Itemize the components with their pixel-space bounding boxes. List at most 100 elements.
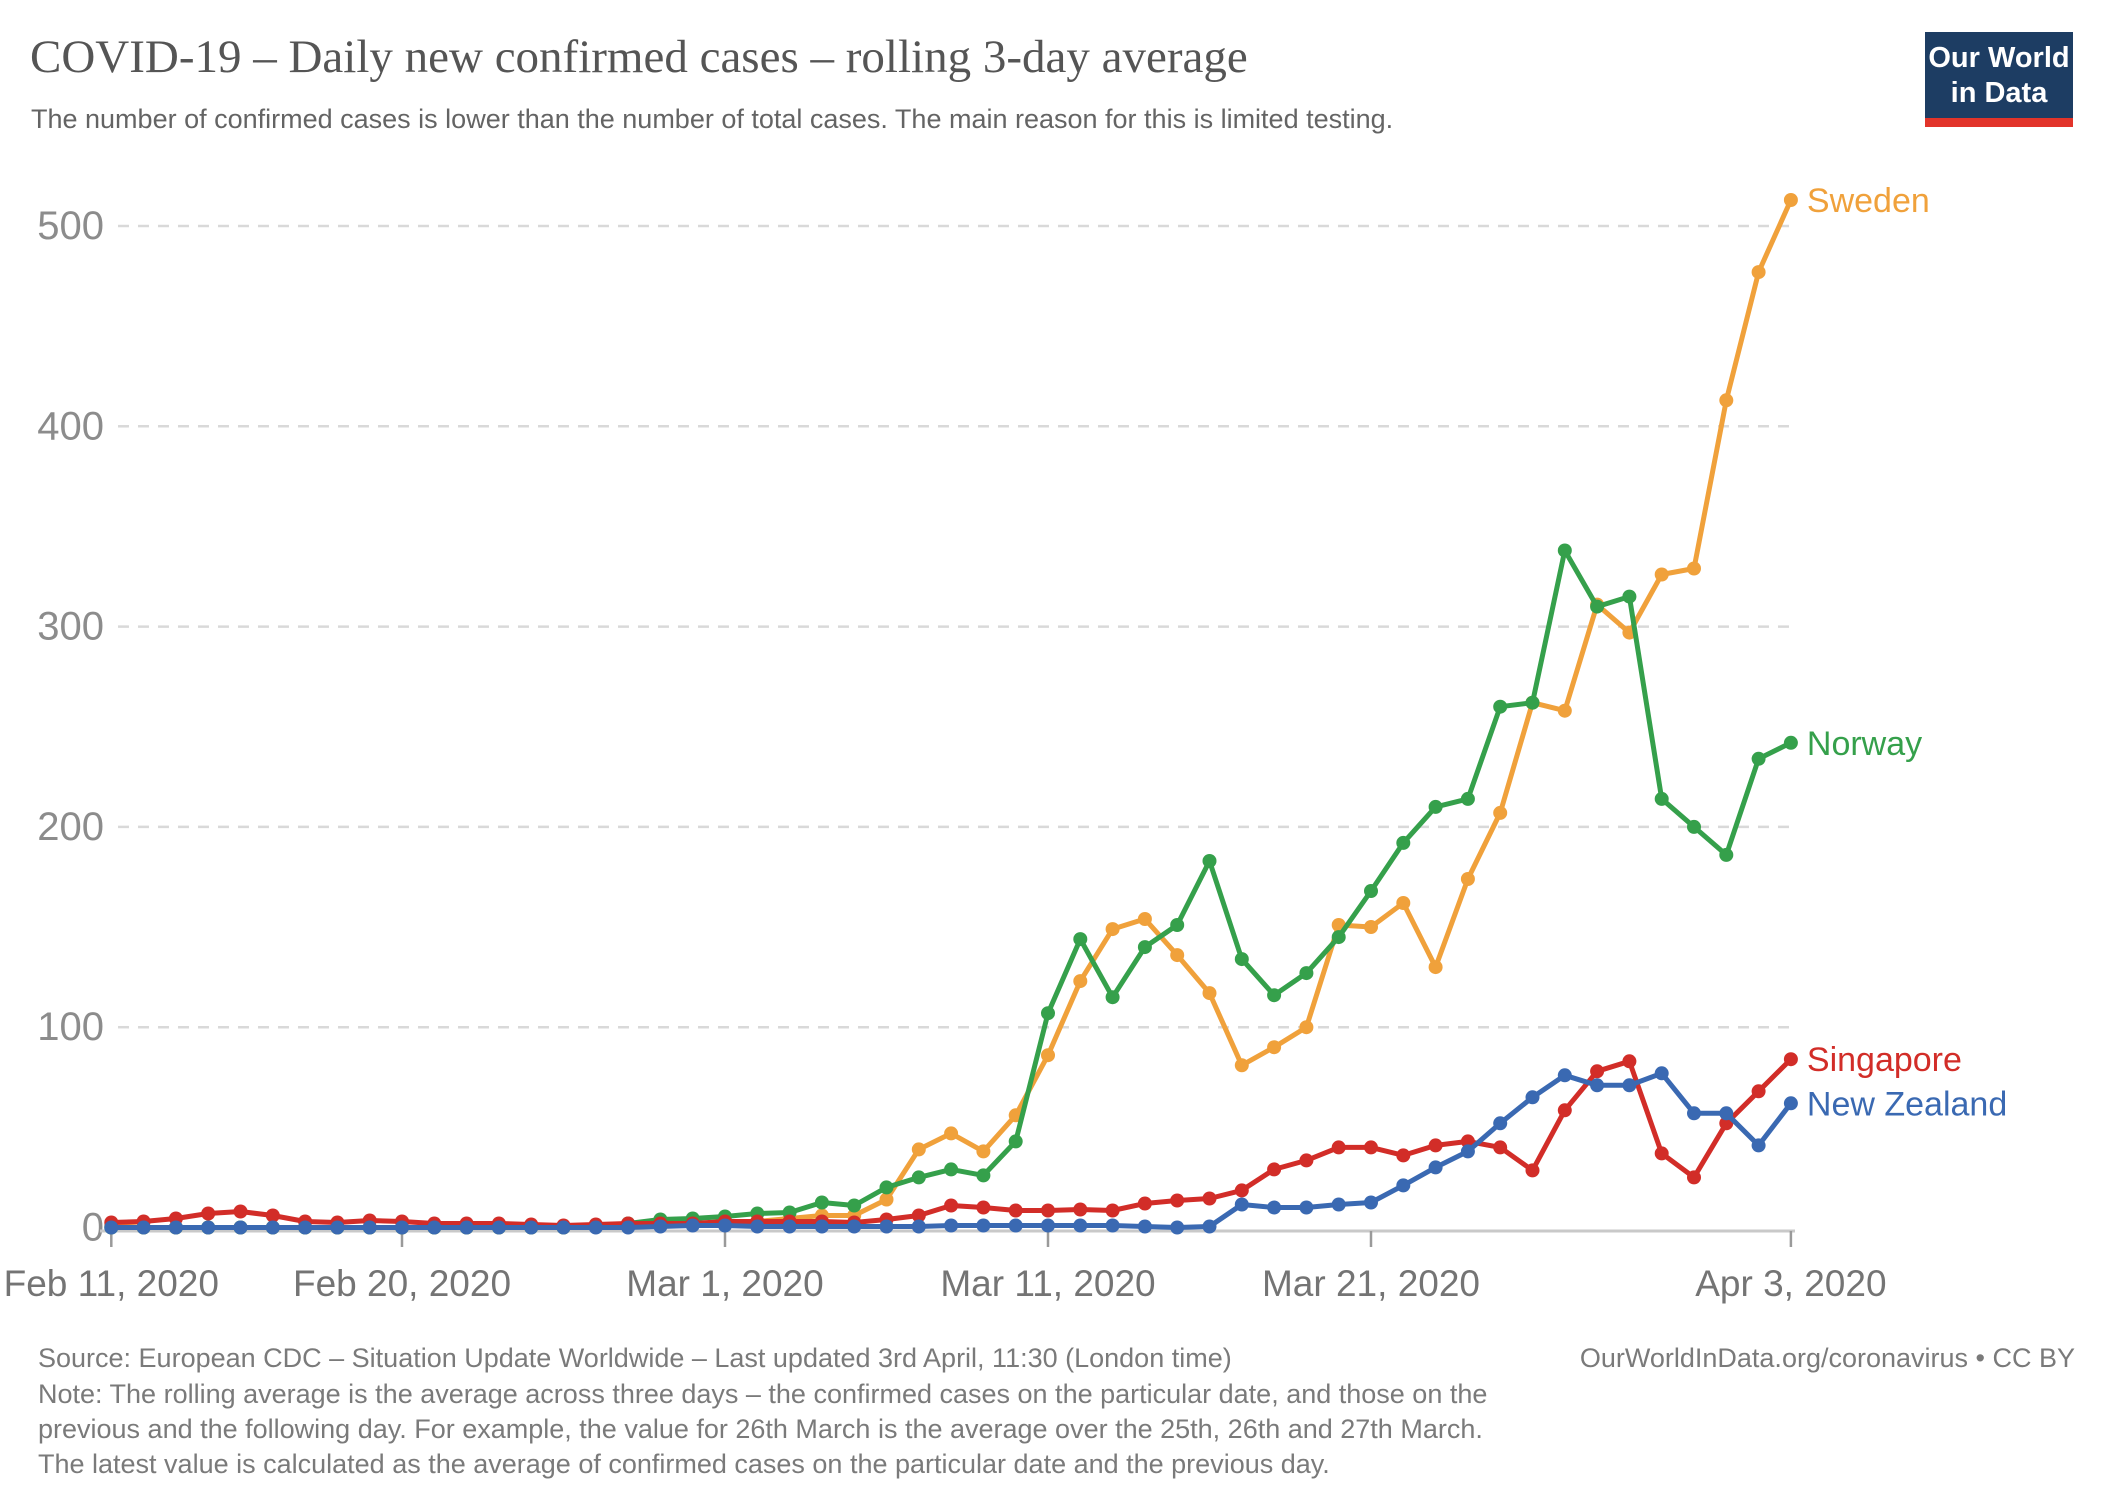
data-point-singapore [1299, 1153, 1314, 1168]
data-point-sweden [1783, 193, 1798, 207]
series-end-label-norway: Norway [1807, 725, 1922, 763]
data-point-new-zealand [1557, 1068, 1572, 1083]
data-point-new-zealand [685, 1218, 700, 1233]
data-point-new-zealand [976, 1218, 991, 1233]
x-axis-tick-label: Mar 11, 2020 [940, 1263, 1155, 1304]
data-point-singapore [1331, 1140, 1346, 1155]
data-point-new-zealand [621, 1220, 636, 1235]
data-point-singapore [1396, 1148, 1411, 1163]
data-point-new-zealand [491, 1220, 506, 1235]
data-point-sweden [1202, 986, 1217, 1001]
data-point-new-zealand [1073, 1218, 1088, 1233]
data-point-sweden [1428, 960, 1443, 975]
source-text: Source: European CDC – Situation Update … [38, 1343, 1232, 1373]
data-point-new-zealand [556, 1220, 571, 1235]
data-point-new-zealand [1493, 1116, 1508, 1131]
data-point-singapore [1493, 1140, 1508, 1155]
chart-footer: Source: European CDC – Situation Update … [38, 1341, 2075, 1482]
data-point-norway [1299, 966, 1314, 981]
data-point-new-zealand [847, 1219, 862, 1234]
data-point-singapore [1041, 1203, 1055, 1218]
data-point-new-zealand [1267, 1200, 1282, 1215]
data-point-norway [1654, 791, 1669, 806]
data-point-norway [1170, 918, 1185, 932]
data-point-singapore [944, 1198, 959, 1213]
data-point-singapore [1687, 1170, 1701, 1185]
owid-logo[interactable]: Our World in Data [1925, 32, 2073, 127]
data-point-sweden [879, 1192, 894, 1207]
data-point-singapore [1364, 1140, 1378, 1155]
data-point-sweden [911, 1142, 926, 1157]
data-point-singapore [911, 1208, 926, 1223]
data-point-sweden [1234, 1058, 1249, 1073]
data-point-singapore [1557, 1103, 1572, 1118]
data-point-singapore [1783, 1052, 1798, 1067]
data-point-new-zealand [1525, 1090, 1540, 1105]
data-point-new-zealand [1137, 1219, 1152, 1234]
data-point-new-zealand [201, 1220, 216, 1235]
license-text: OurWorldInData.org/coronavirus • CC BY [1579, 1343, 2075, 1373]
data-point-singapore [1654, 1146, 1669, 1161]
y-axis-tick-label: 300 [37, 605, 104, 649]
data-point-new-zealand [330, 1220, 345, 1235]
y-axis-tick-label: 400 [37, 404, 104, 448]
data-point-singapore [1267, 1162, 1282, 1177]
data-point-new-zealand [944, 1218, 959, 1233]
data-point-sweden [1396, 896, 1411, 910]
data-point-sweden [1654, 567, 1669, 582]
data-point-new-zealand [879, 1219, 894, 1234]
data-point-new-zealand [459, 1220, 474, 1235]
data-point-norway [1396, 835, 1411, 850]
data-point-new-zealand [588, 1220, 603, 1235]
data-point-norway [1719, 847, 1734, 862]
data-point-norway [944, 1162, 959, 1177]
data-point-new-zealand [1170, 1220, 1185, 1235]
data-point-norway [1557, 543, 1572, 558]
data-point-norway [1622, 589, 1637, 604]
data-point-sweden [1073, 974, 1088, 989]
data-point-new-zealand [427, 1220, 442, 1235]
data-point-singapore [1751, 1084, 1766, 1099]
data-point-norway [1073, 932, 1088, 947]
data-point-sweden [1170, 948, 1185, 963]
data-point-singapore [1105, 1203, 1120, 1218]
x-axis-tick-label: Feb 11, 2020 [4, 1263, 219, 1304]
y-axis-tick-label: 500 [37, 204, 104, 248]
data-point-norway [1267, 988, 1282, 1003]
data-point-singapore [1137, 1196, 1152, 1211]
data-point-new-zealand [233, 1220, 248, 1235]
data-point-singapore [1525, 1163, 1540, 1178]
data-point-new-zealand [1202, 1219, 1217, 1234]
data-point-new-zealand [814, 1219, 829, 1234]
y-axis-tick-label: 100 [37, 1005, 104, 1049]
x-axis-tick-label: Apr 3, 2020 [1695, 1263, 1886, 1304]
data-point-norway [976, 1168, 991, 1183]
data-point-sweden [1105, 922, 1120, 937]
data-point-norway [1137, 940, 1152, 955]
data-point-sweden [1299, 1020, 1314, 1035]
data-point-singapore [1202, 1191, 1217, 1206]
data-point-new-zealand [718, 1218, 732, 1233]
data-point-norway [814, 1195, 829, 1210]
data-point-singapore [1590, 1064, 1605, 1079]
data-point-norway [1202, 854, 1217, 868]
data-point-new-zealand [1299, 1200, 1314, 1215]
data-point-singapore [1234, 1183, 1249, 1198]
data-point-sweden [976, 1144, 991, 1159]
data-point-norway [1687, 819, 1701, 834]
data-point-sweden [1137, 912, 1152, 926]
data-point-new-zealand [1783, 1096, 1798, 1111]
data-point-norway [879, 1180, 894, 1195]
data-point-norway [911, 1170, 926, 1185]
data-point-norway [847, 1198, 862, 1213]
data-point-new-zealand [1364, 1195, 1378, 1210]
data-point-new-zealand [1719, 1106, 1734, 1121]
data-point-new-zealand [653, 1219, 668, 1234]
data-point-singapore [1008, 1203, 1023, 1218]
data-point-new-zealand [1751, 1138, 1766, 1153]
data-point-new-zealand [1590, 1078, 1605, 1093]
data-point-new-zealand [298, 1220, 313, 1235]
data-point-new-zealand [104, 1220, 119, 1235]
